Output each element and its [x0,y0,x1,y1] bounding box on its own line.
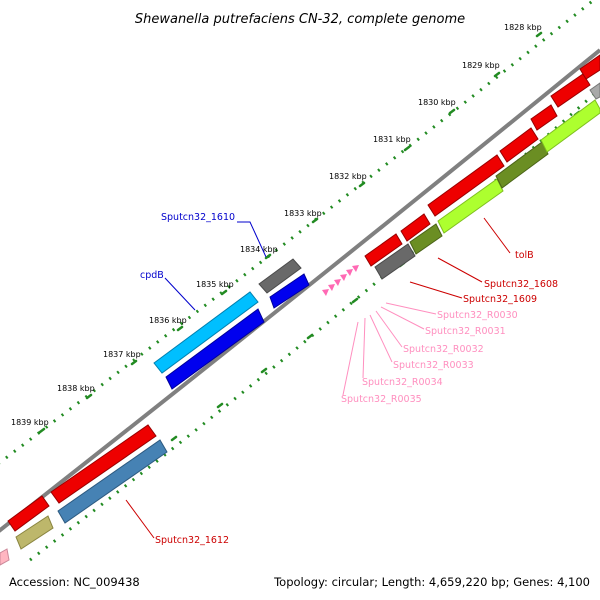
label-tolb[interactable]: tolB [515,250,534,261]
gene-red-2[interactable] [400,213,431,242]
upper-right-genes [322,54,600,296]
label-sputcn32-1610[interactable]: Sputcn32_1610 [161,212,235,223]
kbp-labels: 1828 kbp 1829 kbp 1830 kbp 1831 kbp 1832… [11,23,542,427]
upper-left-genes [0,258,310,566]
kbp-label-1832: 1832 kbp [329,172,367,181]
leader-r0035 [342,321,359,396]
kbp-label-1838: 1838 kbp [57,384,95,393]
gene-red-1[interactable] [364,233,403,267]
gene-sputcn32-1609[interactable] [374,243,416,280]
label-r0035[interactable]: Sputcn32_R0035 [341,394,422,405]
kbp-label-1829: 1829 kbp [462,61,500,70]
gene-lime-2[interactable] [540,99,600,153]
trna-r0034[interactable] [328,284,335,291]
trna-r0035[interactable] [322,289,329,296]
kbp-label-1831: 1831 kbp [373,135,411,144]
gene-sputcn32-1610[interactable] [258,258,302,294]
kbp-label-1828: 1828 kbp [504,23,542,32]
leader-r0032 [375,310,403,348]
map-title: Shewanella putrefaciens CN-32, complete … [135,12,465,27]
gene-labels: Sputcn32_1610 cpdB tolB Sputcn32_1608 Sp… [140,212,558,546]
kbp-label-1837: 1837 kbp [103,350,141,359]
trna-r0031[interactable] [346,269,353,276]
gene-red-7[interactable] [579,54,600,80]
gene-sputcn32-1612[interactable] [57,439,168,524]
leader-sputcn32-1612 [125,499,155,539]
gene-cpdb[interactable] [153,291,259,374]
leader-tolb [483,217,511,254]
leader-sputcn32-1608 [437,257,483,283]
gene-red-edge-left[interactable] [7,495,50,532]
kbp-label-1839: 1839 kbp [11,418,49,427]
leader-sputcn32-1610 [237,221,267,258]
gene-red-lower-left[interactable] [50,424,157,504]
label-sputcn32-1612[interactable]: Sputcn32_1612 [155,535,229,546]
label-sputcn32-1609[interactable]: Sputcn32_1609 [463,294,537,305]
label-r0034[interactable]: Sputcn32_R0034 [362,377,443,388]
trna-cluster [322,265,359,296]
label-sputcn32-1608[interactable]: Sputcn32_1608 [484,279,558,290]
label-r0031[interactable]: Sputcn32_R0031 [425,326,506,337]
gene-khaki-left[interactable] [15,515,54,550]
gene-olive-2[interactable] [495,141,549,189]
footer-summary: Topology: circular; Length: 4,659,220 bp… [273,575,590,589]
gene-blue-block-small[interactable] [269,273,310,309]
kbp-label-1833: 1833 kbp [284,209,322,218]
kbp-label-1834: 1834 kbp [240,245,278,254]
leader-lines [125,217,511,539]
gene-red-6[interactable] [550,73,591,108]
leader-r0030 [385,302,437,315]
trna-r0032[interactable] [340,274,347,281]
gene-red-3[interactable] [427,154,505,217]
label-cpdb[interactable]: cpdB [140,270,164,281]
gene-gray-edge[interactable] [589,82,600,100]
gene-pink-partial[interactable] [0,548,10,566]
gene-blue-block-long[interactable] [165,308,265,390]
leader-r0034 [362,317,366,379]
trna-r0030[interactable] [352,265,359,272]
leader-r0031 [380,306,425,330]
kbp-label-1836: 1836 kbp [149,316,187,325]
leader-r0033 [369,314,393,363]
label-r0033[interactable]: Sputcn32_R0033 [393,360,474,371]
label-r0032[interactable]: Sputcn32_R0032 [403,344,484,355]
trna-r0033[interactable] [334,279,341,286]
outer-ruler-major-ticks [38,31,543,434]
leader-sputcn32-1609 [409,281,463,299]
leader-cpdb [164,277,196,311]
kbp-label-1835: 1835 kbp [196,280,234,289]
gene-red-4[interactable] [499,127,539,163]
kbp-label-1830: 1830 kbp [418,98,456,107]
gene-sputcn32-1608[interactable] [409,223,443,255]
gene-red-5[interactable] [530,104,558,131]
label-r0030[interactable]: Sputcn32_R0030 [437,310,518,321]
genome-backbone [0,48,600,533]
outer-ruler-dots [0,0,597,465]
footer-accession: Accession: NC_009438 [9,575,140,589]
gene-tolb[interactable] [437,178,504,234]
